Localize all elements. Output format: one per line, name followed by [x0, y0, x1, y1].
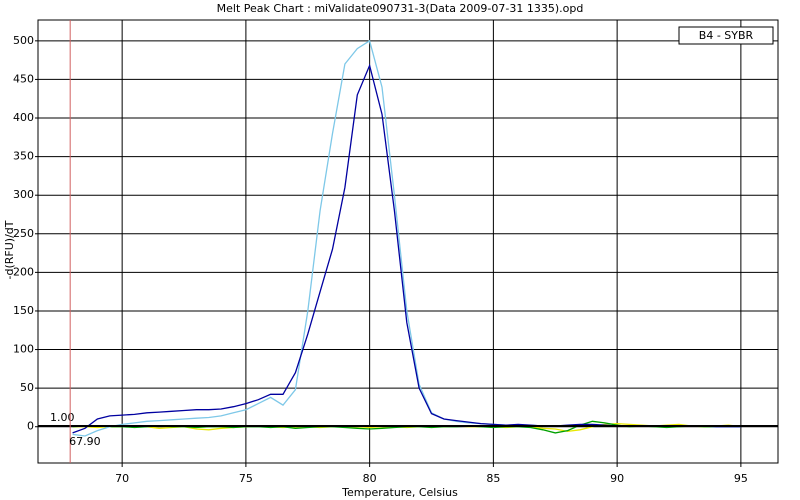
x-tick-label: 70 [115, 472, 129, 485]
x-tick-label: 85 [486, 472, 500, 485]
legend-label: B4 - SYBR [699, 29, 754, 42]
y-axis-label: -d(RFU)/dT [3, 220, 16, 279]
y-tick-label: 200 [13, 265, 34, 278]
y-tick-label: 100 [13, 343, 34, 356]
plot-area [37, 19, 779, 464]
y-tick-label: 250 [13, 227, 34, 240]
legend-box [678, 26, 774, 45]
x-tick-label: 95 [734, 472, 748, 485]
y-tick-label: 0 [27, 420, 34, 433]
x-axis-label: Temperature, Celsius [341, 486, 458, 499]
x-tick-label: 75 [239, 472, 253, 485]
y-tick-label: 450 [13, 72, 34, 85]
marker-label: 67.90 [69, 435, 101, 448]
y-tick-label: 400 [13, 111, 34, 124]
threshold-label: 1.00 [50, 411, 75, 424]
y-tick-label: 300 [13, 188, 34, 201]
y-tick-label: 500 [13, 34, 34, 47]
y-tick-label: 350 [13, 150, 34, 163]
x-tick-label: 80 [363, 472, 377, 485]
chart-title: Melt Peak Chart : miValidate090731-3(Dat… [217, 2, 584, 15]
x-tick-label: 90 [610, 472, 624, 485]
y-tick-label: 150 [13, 304, 34, 317]
y-tick-label: 50 [20, 381, 34, 394]
